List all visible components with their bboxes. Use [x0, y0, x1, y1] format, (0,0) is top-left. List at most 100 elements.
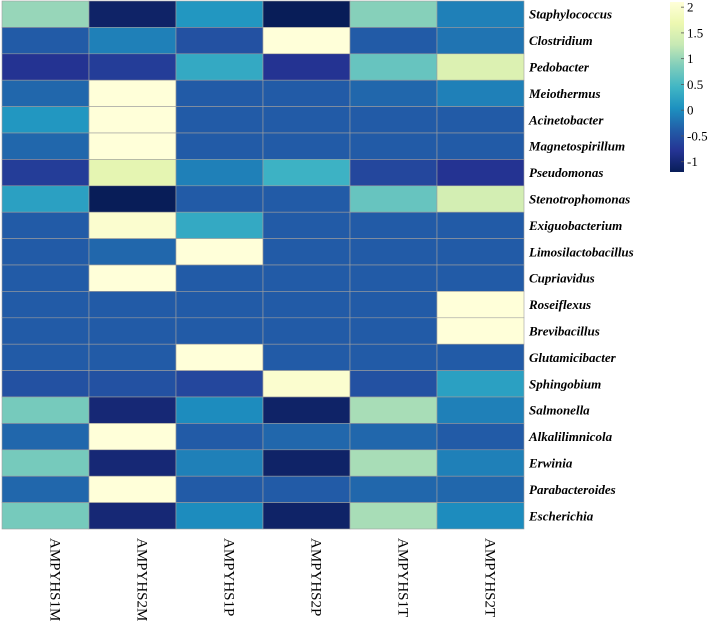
- heatmap-cell: [262, 423, 351, 451]
- heatmap-cell: [436, 238, 525, 266]
- heatmap-cell: [88, 502, 177, 530]
- heatmap-cell: [88, 53, 177, 81]
- heatmap-cell: [349, 343, 438, 371]
- heatmap-cell: [436, 475, 525, 503]
- heatmap-cell: [262, 27, 351, 55]
- colorbar-tick-label: -1: [687, 154, 698, 169]
- heatmap-cell: [175, 0, 264, 28]
- heatmap-cell: [262, 317, 351, 345]
- heatmap-cell: [175, 159, 264, 187]
- heatmap-cell: [262, 264, 351, 292]
- colorbar-tick-label: 1.5: [687, 25, 703, 40]
- heatmap-cell: [436, 106, 525, 134]
- heatmap-cell: [88, 264, 177, 292]
- heatmap-cell: [262, 502, 351, 530]
- column-label: AMPYHS2T: [482, 538, 498, 617]
- heatmap-cell: [262, 79, 351, 107]
- heatmap-cell: [88, 475, 177, 503]
- row-label: Erwinia: [528, 456, 573, 471]
- heatmap-cell: [1, 317, 90, 345]
- heatmap-cell: [262, 211, 351, 239]
- heatmap-cell: [349, 106, 438, 134]
- heatmap-cell: [88, 79, 177, 107]
- heatmap-cell: [1, 264, 90, 292]
- heatmap-cell: [175, 238, 264, 266]
- heatmap-cell: [88, 106, 177, 134]
- column-label: AMPYHS1M: [47, 538, 63, 621]
- heatmap-cell: [262, 53, 351, 81]
- colorbar-ticks: 2 1.5 1 0.5 0 -0.5 -1: [681, 0, 708, 169]
- heatmap-cell: [349, 238, 438, 266]
- heatmap-cell: [349, 53, 438, 81]
- heatmap-cell: [88, 132, 177, 160]
- row-label: Salmonella: [529, 403, 590, 418]
- heatmap-cells: [1, 0, 525, 530]
- heatmap-cell: [175, 132, 264, 160]
- heatmap-cell: [262, 106, 351, 134]
- heatmap-cell: [175, 370, 264, 398]
- column-label: AMPYHS2M: [134, 538, 150, 621]
- row-label: Alkalilimnicola: [528, 429, 613, 444]
- heatmap-cell: [1, 370, 90, 398]
- heatmap-cell: [175, 211, 264, 239]
- heatmap-cell: [436, 317, 525, 345]
- heatmap-cell: [88, 238, 177, 266]
- heatmap-cell: [88, 185, 177, 213]
- heatmap-cell: [175, 317, 264, 345]
- heatmap-cell: [175, 423, 264, 451]
- heatmap-cell: [436, 423, 525, 451]
- heatmap-cell: [349, 79, 438, 107]
- colorbar-gradient: [670, 2, 684, 172]
- row-label: Roseiflexus: [528, 297, 591, 312]
- heatmap-cell: [262, 370, 351, 398]
- heatmap-cell: [1, 0, 90, 28]
- heatmap-cell: [1, 475, 90, 503]
- row-label: Pseudomonas: [529, 165, 603, 180]
- heatmap-cell: [349, 475, 438, 503]
- heatmap-cell: [436, 449, 525, 477]
- heatmap-cell: [88, 370, 177, 398]
- row-label: Staphylococcus: [529, 7, 612, 22]
- colorbar-tick-label: 0: [687, 103, 694, 118]
- heatmap-cell: [436, 132, 525, 160]
- heatmap-cell: [1, 132, 90, 160]
- heatmap-cell: [436, 185, 525, 213]
- heatmap-cell: [175, 106, 264, 134]
- heatmap-cell: [1, 159, 90, 187]
- heatmap-cell: [349, 423, 438, 451]
- heatmap-cell: [349, 370, 438, 398]
- heatmap-cell: [88, 27, 177, 55]
- heatmap-cell: [175, 185, 264, 213]
- heatmap-cell: [436, 27, 525, 55]
- heatmap-cell: [175, 79, 264, 107]
- heatmap-cell: [1, 53, 90, 81]
- heatmap-cell: [349, 264, 438, 292]
- heatmap-cell: [175, 264, 264, 292]
- heatmap-cell: [262, 159, 351, 187]
- heatmap-cell: [436, 0, 525, 28]
- heatmap-cell: [262, 238, 351, 266]
- heatmap-cell: [1, 185, 90, 213]
- heatmap-cell: [88, 211, 177, 239]
- heatmap-cell: [349, 185, 438, 213]
- heatmap-cell: [1, 423, 90, 451]
- row-labels: Staphylococcus Clostridium Pedobacter Meiot…: [528, 7, 634, 524]
- heatmap-cell: [262, 0, 351, 28]
- heatmap-cell: [436, 370, 525, 398]
- row-label: Stenotrophomonas: [529, 192, 630, 207]
- heatmap-cell: [175, 449, 264, 477]
- heatmap-cell: [349, 291, 438, 319]
- heatmap-cell: [349, 211, 438, 239]
- heatmap-cell: [1, 27, 90, 55]
- heatmap-cell: [436, 211, 525, 239]
- heatmap-cell: [1, 449, 90, 477]
- colorbar-tick-label: 0.5: [687, 77, 703, 92]
- heatmap-cell: [436, 343, 525, 371]
- heatmap-cell: [1, 79, 90, 107]
- heatmap-cell: [436, 159, 525, 187]
- heatmap-cell: [1, 502, 90, 530]
- heatmap-cell: [349, 27, 438, 55]
- heatmap-cell: [175, 53, 264, 81]
- heatmap-cell: [262, 132, 351, 160]
